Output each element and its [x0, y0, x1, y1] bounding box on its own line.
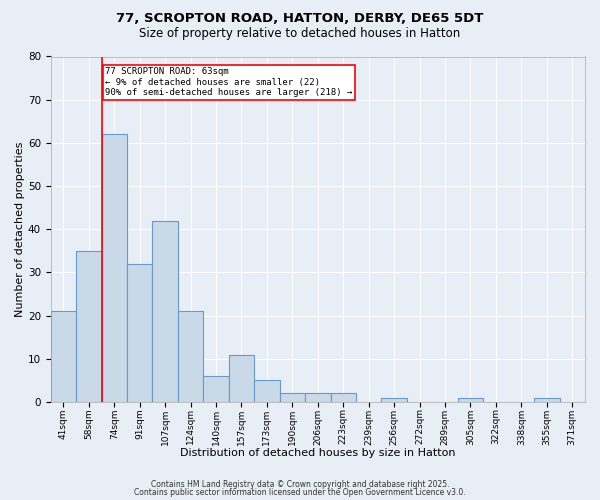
Bar	[178, 312, 203, 402]
Bar	[152, 220, 178, 402]
Bar	[280, 394, 305, 402]
Text: Contains HM Land Registry data © Crown copyright and database right 2025.: Contains HM Land Registry data © Crown c…	[151, 480, 449, 489]
Bar	[50, 312, 76, 402]
Bar	[305, 394, 331, 402]
Text: 77, SCROPTON ROAD, HATTON, DERBY, DE65 5DT: 77, SCROPTON ROAD, HATTON, DERBY, DE65 5…	[116, 12, 484, 26]
Text: 77 SCROPTON ROAD: 63sqm
← 9% of detached houses are smaller (22)
90% of semi-det: 77 SCROPTON ROAD: 63sqm ← 9% of detached…	[106, 68, 353, 97]
Y-axis label: Number of detached properties: Number of detached properties	[15, 142, 25, 317]
Text: Size of property relative to detached houses in Hatton: Size of property relative to detached ho…	[139, 28, 461, 40]
Bar	[101, 134, 127, 402]
Bar	[458, 398, 483, 402]
Bar	[331, 394, 356, 402]
Bar	[229, 354, 254, 402]
Bar	[76, 251, 101, 402]
Bar	[203, 376, 229, 402]
Bar	[382, 398, 407, 402]
X-axis label: Distribution of detached houses by size in Hatton: Distribution of detached houses by size …	[180, 448, 455, 458]
Text: Contains public sector information licensed under the Open Government Licence v3: Contains public sector information licen…	[134, 488, 466, 497]
Bar	[534, 398, 560, 402]
Bar	[127, 264, 152, 402]
Bar	[254, 380, 280, 402]
